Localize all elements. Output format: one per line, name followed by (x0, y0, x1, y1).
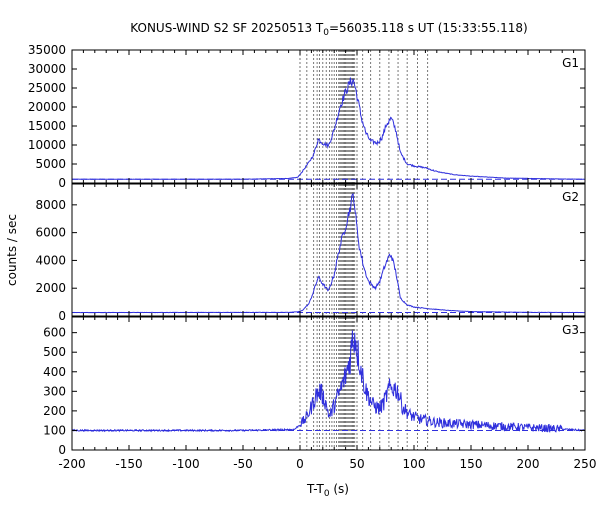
x-tick-label: 250 (574, 457, 597, 471)
panel-label: G3 (562, 323, 579, 337)
y-axis-label: counts / sec (5, 214, 19, 286)
y-tick-label: 30000 (28, 62, 66, 76)
panel-g3: 0 100 200 300 400 500 600 G3 (43, 316, 586, 457)
x-tick-label: 200 (517, 457, 540, 471)
lightcurve-g3 (71, 330, 586, 433)
panel-g2: 0 2000 4000 6000 8000 G2 (35, 183, 586, 323)
panel-frame (71, 49, 586, 184)
y-tick-label: 6000 (35, 226, 66, 240)
x-tick-label: -150 (115, 457, 142, 471)
x-tick-label: 50 (349, 457, 364, 471)
y-tick-label: 25000 (28, 81, 66, 95)
y-tick-label: 15000 (28, 119, 66, 133)
panel-g1: 0 5000 10000 15000 20000 25000 30000 35000 G1 (28, 43, 586, 190)
x-tick-label: 150 (460, 457, 483, 471)
panel-label: G2 (562, 190, 579, 204)
y-tick-label: 100 (43, 423, 66, 437)
x-tick-label: 0 (296, 457, 304, 471)
panel-frame (71, 183, 586, 317)
panel-frame (71, 316, 586, 451)
lightcurve-g2 (71, 193, 586, 314)
y-tick-label: 10000 (28, 138, 66, 152)
y-tick-label: 600 (43, 326, 66, 340)
lightcurve-g1 (72, 77, 586, 180)
y-tick-label: 8000 (35, 198, 66, 212)
x-tick-label: -50 (233, 457, 253, 471)
chart-title: KONUS-WIND S2 SF 20250513 T0=56035.118 s… (130, 21, 527, 38)
panels-layer: 05000100001500020000250003000035000G1020… (28, 43, 597, 471)
y-tick-label: 500 (43, 345, 66, 359)
y-tick-label: 300 (43, 384, 66, 398)
y-tick-label: 0 (58, 443, 66, 457)
y-tick-label: 2000 (35, 281, 66, 295)
y-tick-label: 400 (43, 365, 66, 379)
panel-label: G1 (562, 56, 579, 70)
y-tick-label: 0 (58, 309, 66, 323)
y-tick-label: 20000 (28, 100, 66, 114)
y-tick-label: 35000 (28, 43, 66, 57)
x-tick-label: -100 (172, 457, 199, 471)
x-tick-label: -200 (58, 457, 85, 471)
y-tick-label: 5000 (35, 157, 66, 171)
y-tick-label: 4000 (35, 253, 66, 267)
x-tick-label: 100 (403, 457, 426, 471)
x-axis-label: T-T0 (s) (306, 482, 349, 499)
y-tick-label: 0 (58, 176, 66, 190)
y-tick-label: 200 (43, 404, 66, 418)
